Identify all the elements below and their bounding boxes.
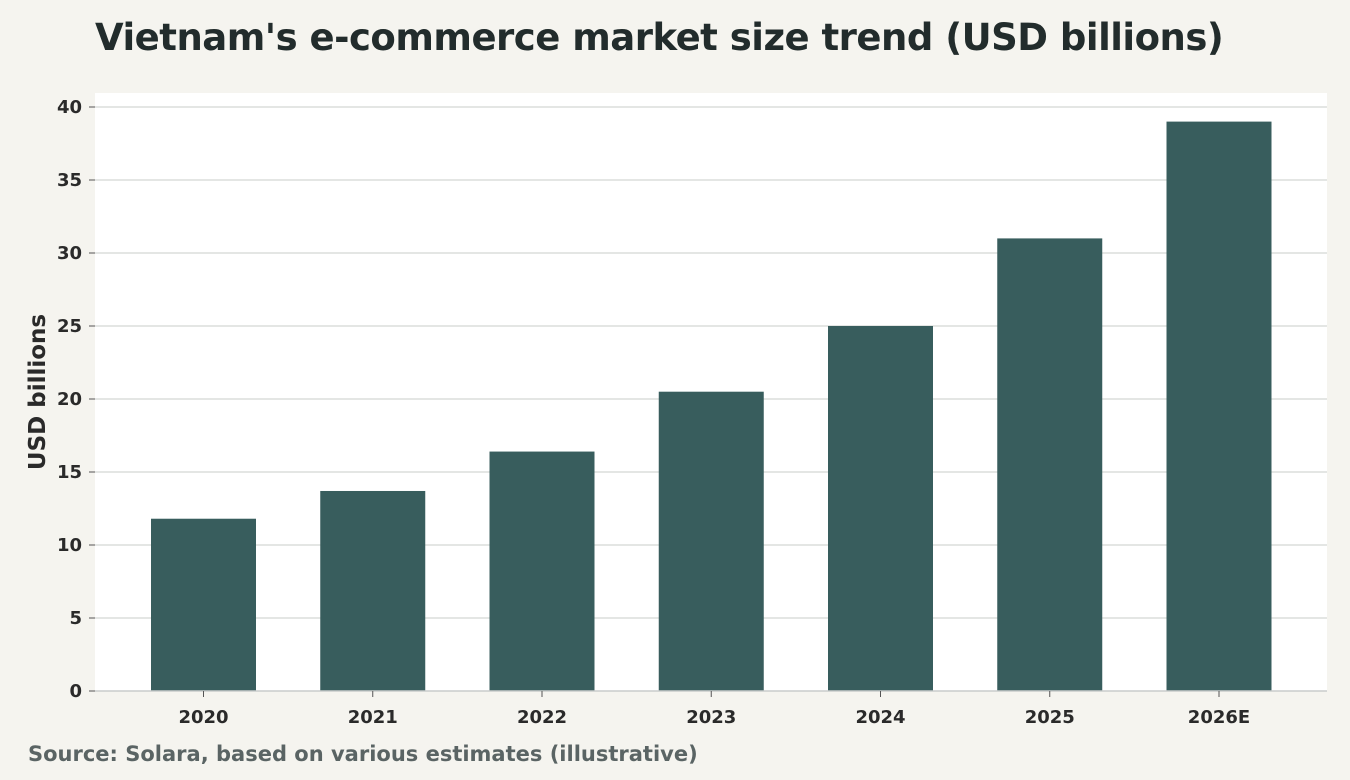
bar-2024 <box>828 326 933 691</box>
bar-2023 <box>658 391 764 691</box>
y-tick-label: 10 <box>57 535 82 556</box>
bar-2021 <box>320 490 426 691</box>
bars <box>151 121 1272 692</box>
y-tick-label: 20 <box>57 389 82 410</box>
x-tick-label: 2025 <box>1025 707 1075 728</box>
bar-2026e <box>1166 121 1272 692</box>
x-tick-labels: 2020 2021 2022 2023 2024 2025 2026E <box>178 691 1250 728</box>
x-tick-label: 2020 <box>178 707 228 728</box>
y-tick-labels: 0 5 10 15 20 25 30 35 40 <box>57 97 95 702</box>
y-tick-label: 25 <box>57 316 82 337</box>
x-tick-label: 2022 <box>517 707 567 728</box>
y-tick-label: 15 <box>57 462 82 483</box>
chart-title: Vietnam's e-commerce market size trend (… <box>95 16 1224 59</box>
y-tick-label: 40 <box>57 97 82 118</box>
y-tick-label: 35 <box>57 170 82 191</box>
bar-2020 <box>151 518 256 691</box>
x-tick-label: 2021 <box>348 707 398 728</box>
y-axis-title: USD billions <box>25 314 51 470</box>
x-tick-label: 2023 <box>686 707 736 728</box>
y-tick-label: 5 <box>69 608 82 629</box>
source-note: Source: Solara, based on various estimat… <box>28 742 698 766</box>
x-tick-label: 2024 <box>855 707 905 728</box>
y-tick-label: 30 <box>57 243 82 264</box>
bar-2022 <box>489 451 595 691</box>
bar-2025 <box>997 238 1103 691</box>
x-tick-label: 2026E <box>1188 707 1250 728</box>
y-tick-label: 0 <box>69 681 82 702</box>
